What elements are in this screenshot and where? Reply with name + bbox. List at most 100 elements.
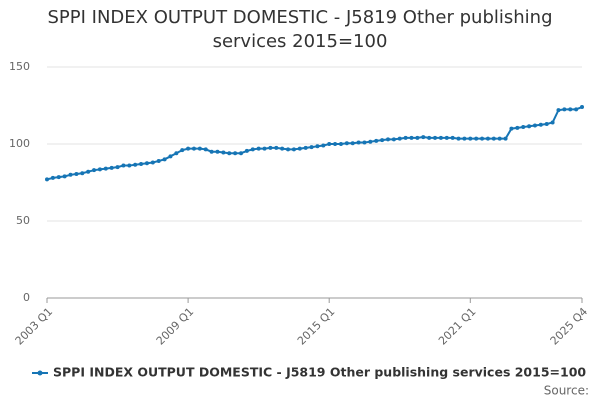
point: [456, 136, 461, 141]
point: [491, 136, 496, 141]
point: [86, 169, 91, 174]
y-tick-label: 100: [9, 137, 30, 150]
point: [427, 135, 432, 140]
point: [468, 136, 473, 141]
series-line: [46, 106, 583, 181]
point: [356, 140, 361, 145]
point: [462, 136, 467, 141]
x-tick-label: 2003 Q1: [13, 305, 56, 348]
point: [433, 135, 438, 140]
point: [197, 146, 202, 151]
point: [250, 147, 255, 152]
point: [362, 140, 367, 145]
point: [515, 125, 520, 130]
y-tick-label: 150: [9, 60, 30, 73]
point: [291, 147, 296, 152]
point: [209, 149, 214, 154]
point: [309, 145, 314, 150]
point: [409, 135, 414, 140]
point: [239, 151, 244, 156]
point: [244, 148, 249, 153]
point: [421, 135, 426, 140]
point: [521, 125, 526, 130]
point: [74, 172, 79, 177]
point: [121, 163, 126, 168]
point: [485, 136, 490, 141]
point: [221, 150, 226, 155]
point: [233, 151, 238, 156]
point: [397, 136, 402, 141]
point: [321, 143, 326, 148]
point: [380, 138, 385, 143]
point: [474, 136, 479, 141]
point: [327, 142, 332, 146]
point: [103, 166, 108, 171]
point: [215, 149, 220, 154]
point: [56, 175, 61, 180]
point: [391, 137, 396, 142]
point: [497, 136, 502, 141]
point: [444, 135, 449, 140]
point: [174, 151, 179, 156]
point: [203, 147, 208, 152]
point: [80, 171, 85, 176]
point: [180, 148, 185, 153]
point: [415, 135, 420, 140]
point: [303, 145, 308, 150]
point: [538, 122, 543, 127]
point: [139, 162, 144, 167]
point: [368, 139, 373, 144]
point: [503, 136, 508, 141]
point: [186, 146, 191, 151]
point: [97, 167, 102, 172]
point: [144, 161, 149, 166]
point: [115, 165, 120, 170]
point: [568, 107, 573, 112]
point: [338, 142, 343, 146]
point: [580, 105, 584, 110]
point: [280, 146, 285, 151]
point: [550, 120, 555, 125]
legend-label: SPPI INDEX OUTPUT DOMESTIC - J5819 Other…: [53, 365, 586, 380]
point: [168, 154, 173, 159]
point: [574, 107, 579, 112]
point: [191, 146, 196, 151]
point: [256, 146, 261, 151]
point: [562, 107, 567, 112]
point: [315, 144, 320, 149]
point: [68, 172, 73, 177]
x-tick-label: 2015 Q1: [295, 305, 338, 348]
x-tick-label: 2025 Q4: [548, 305, 591, 348]
x-tick-label: 2009 Q1: [154, 305, 197, 348]
point: [374, 138, 379, 143]
point: [556, 108, 561, 113]
point: [45, 177, 49, 182]
point: [333, 142, 338, 146]
point: [509, 126, 514, 131]
point: [62, 174, 67, 179]
point: [156, 158, 161, 163]
source: Source:: [544, 384, 589, 398]
point: [162, 157, 167, 162]
point: [133, 162, 138, 167]
point: [544, 121, 549, 126]
point: [527, 124, 532, 129]
point: [297, 146, 302, 151]
y-tick-label: 0: [23, 291, 30, 304]
point: [109, 165, 114, 170]
point: [438, 135, 443, 140]
chart-title: SPPI INDEX OUTPUT DOMESTIC - J5819 Other…: [47, 7, 553, 52]
point: [286, 147, 291, 152]
point: [268, 145, 273, 150]
point: [344, 141, 349, 146]
point: [274, 145, 279, 150]
point: [385, 137, 390, 142]
point: [92, 168, 97, 173]
y-tick-label: 50: [16, 214, 30, 227]
x-tick-label: 2021 Q1: [436, 305, 479, 348]
point: [127, 163, 132, 168]
point: [150, 160, 155, 165]
point: [50, 175, 55, 180]
